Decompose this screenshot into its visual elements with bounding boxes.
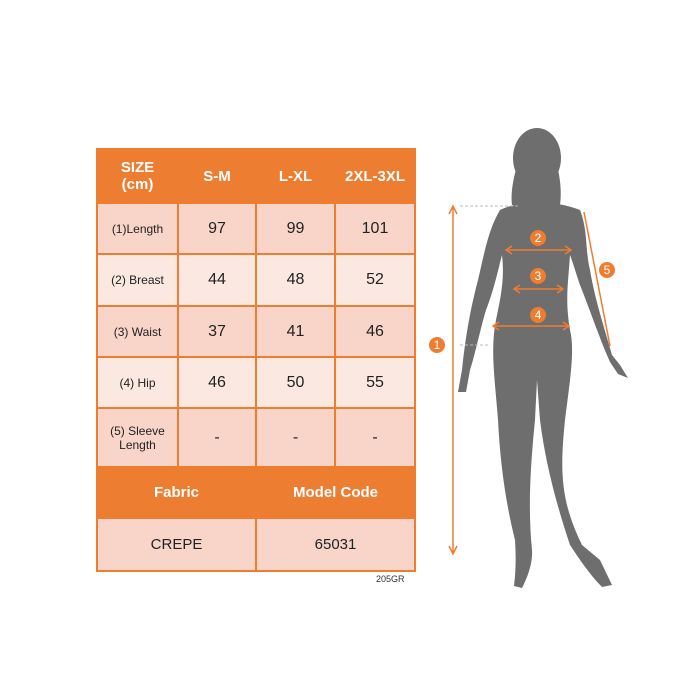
cell: 46	[177, 356, 257, 409]
svg-text:4: 4	[535, 308, 542, 322]
cell: -	[255, 407, 336, 468]
svg-text:5: 5	[604, 263, 611, 277]
svg-text:3: 3	[535, 269, 542, 283]
cell: 50	[255, 356, 336, 409]
marker-5	[599, 262, 615, 278]
silhouette	[458, 128, 628, 588]
row-label: (4) Hip	[96, 356, 179, 409]
size-header: SIZE (cm)	[96, 148, 179, 204]
cell: 46	[334, 305, 416, 358]
model-code-header: Model Code	[255, 466, 416, 519]
table-row: (5) Sleeve Length - - -	[96, 407, 416, 468]
size-chart-table: SIZE (cm) S-M L-XL 2XL-3XL (1)Length 97 9…	[96, 148, 416, 572]
marker-4	[530, 307, 546, 323]
cell: 97	[177, 202, 257, 255]
svg-text:2: 2	[535, 231, 542, 245]
cell: 52	[334, 253, 416, 307]
table-row: (4) Hip 46 50 55	[96, 356, 416, 409]
cell: 37	[177, 305, 257, 358]
cell: -	[177, 407, 257, 468]
row-label: (1)Length	[96, 202, 179, 255]
table-row: (3) Waist 37 41 46	[96, 305, 416, 358]
col-header: L-XL	[255, 148, 336, 204]
table-row: (1)Length 97 99 101	[96, 202, 416, 255]
table-row: (2) Breast 44 48 52	[96, 253, 416, 307]
svg-text:1: 1	[434, 338, 441, 352]
row-label: (5) Sleeve Length	[96, 407, 179, 468]
cell: 41	[255, 305, 336, 358]
fabric-header: Fabric	[96, 466, 257, 519]
cell: -	[334, 407, 416, 468]
cell: 99	[255, 202, 336, 255]
marker-3	[530, 268, 546, 284]
cell: 101	[334, 202, 416, 255]
col-header: S-M	[177, 148, 257, 204]
cell: 44	[177, 253, 257, 307]
product-code: 205GR	[376, 574, 405, 584]
col-header: 2XL-3XL	[334, 148, 416, 204]
model-code-value: 65031	[255, 517, 416, 572]
marker-2	[530, 230, 546, 246]
cell: 55	[334, 356, 416, 409]
row-label: (3) Waist	[96, 305, 179, 358]
cell: 48	[255, 253, 336, 307]
fabric-value: CREPE	[96, 517, 257, 572]
marker-1	[429, 337, 445, 353]
measurement-lines	[448, 204, 611, 556]
row-label: (2) Breast	[96, 253, 179, 307]
